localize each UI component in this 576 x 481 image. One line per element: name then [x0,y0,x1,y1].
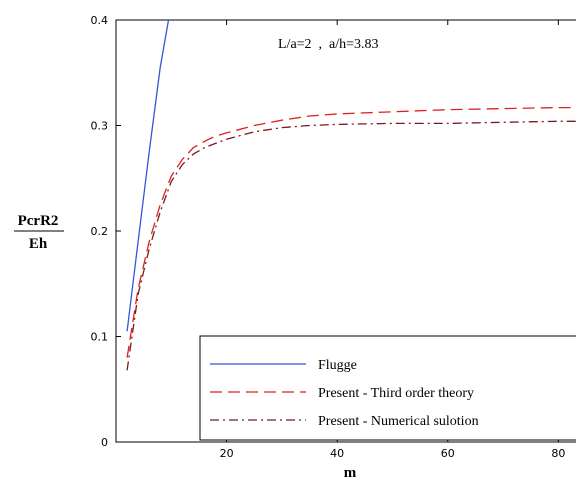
y-tick-label: 0.1 [91,331,109,344]
legend-label-2: Present - Third order theory [318,386,474,401]
y-tick-label: 0.4 [91,14,109,27]
x-axis-label: m [344,465,357,481]
series-line-1 [126,20,170,332]
chart-annotation: L/a=2 , a/h=3.83 [278,37,379,52]
legend-label-3: Present - Numerical sulotion [318,414,479,429]
legend: Flugge Present - Third order theory Presen… [199,335,576,441]
x-tick-label: 40 [330,447,344,460]
x-tick-label: 80 [551,447,565,460]
series-line-3 [126,120,576,371]
y-tick-label: 0 [101,436,108,449]
y-axis-label: PcrR2 Eh [14,213,64,252]
legend-label-1: Flugge [318,358,357,373]
y-tick-label: 0.3 [91,120,109,133]
y-axis-label-denominator: Eh [29,236,48,252]
y-tick-label: 0.2 [91,225,109,238]
x-tick-label: 20 [220,447,234,460]
x-tick-label: 60 [441,447,455,460]
series-line-2 [126,106,576,358]
y-axis-label-numerator: PcrR2 [18,213,59,229]
legend-box [199,335,576,441]
